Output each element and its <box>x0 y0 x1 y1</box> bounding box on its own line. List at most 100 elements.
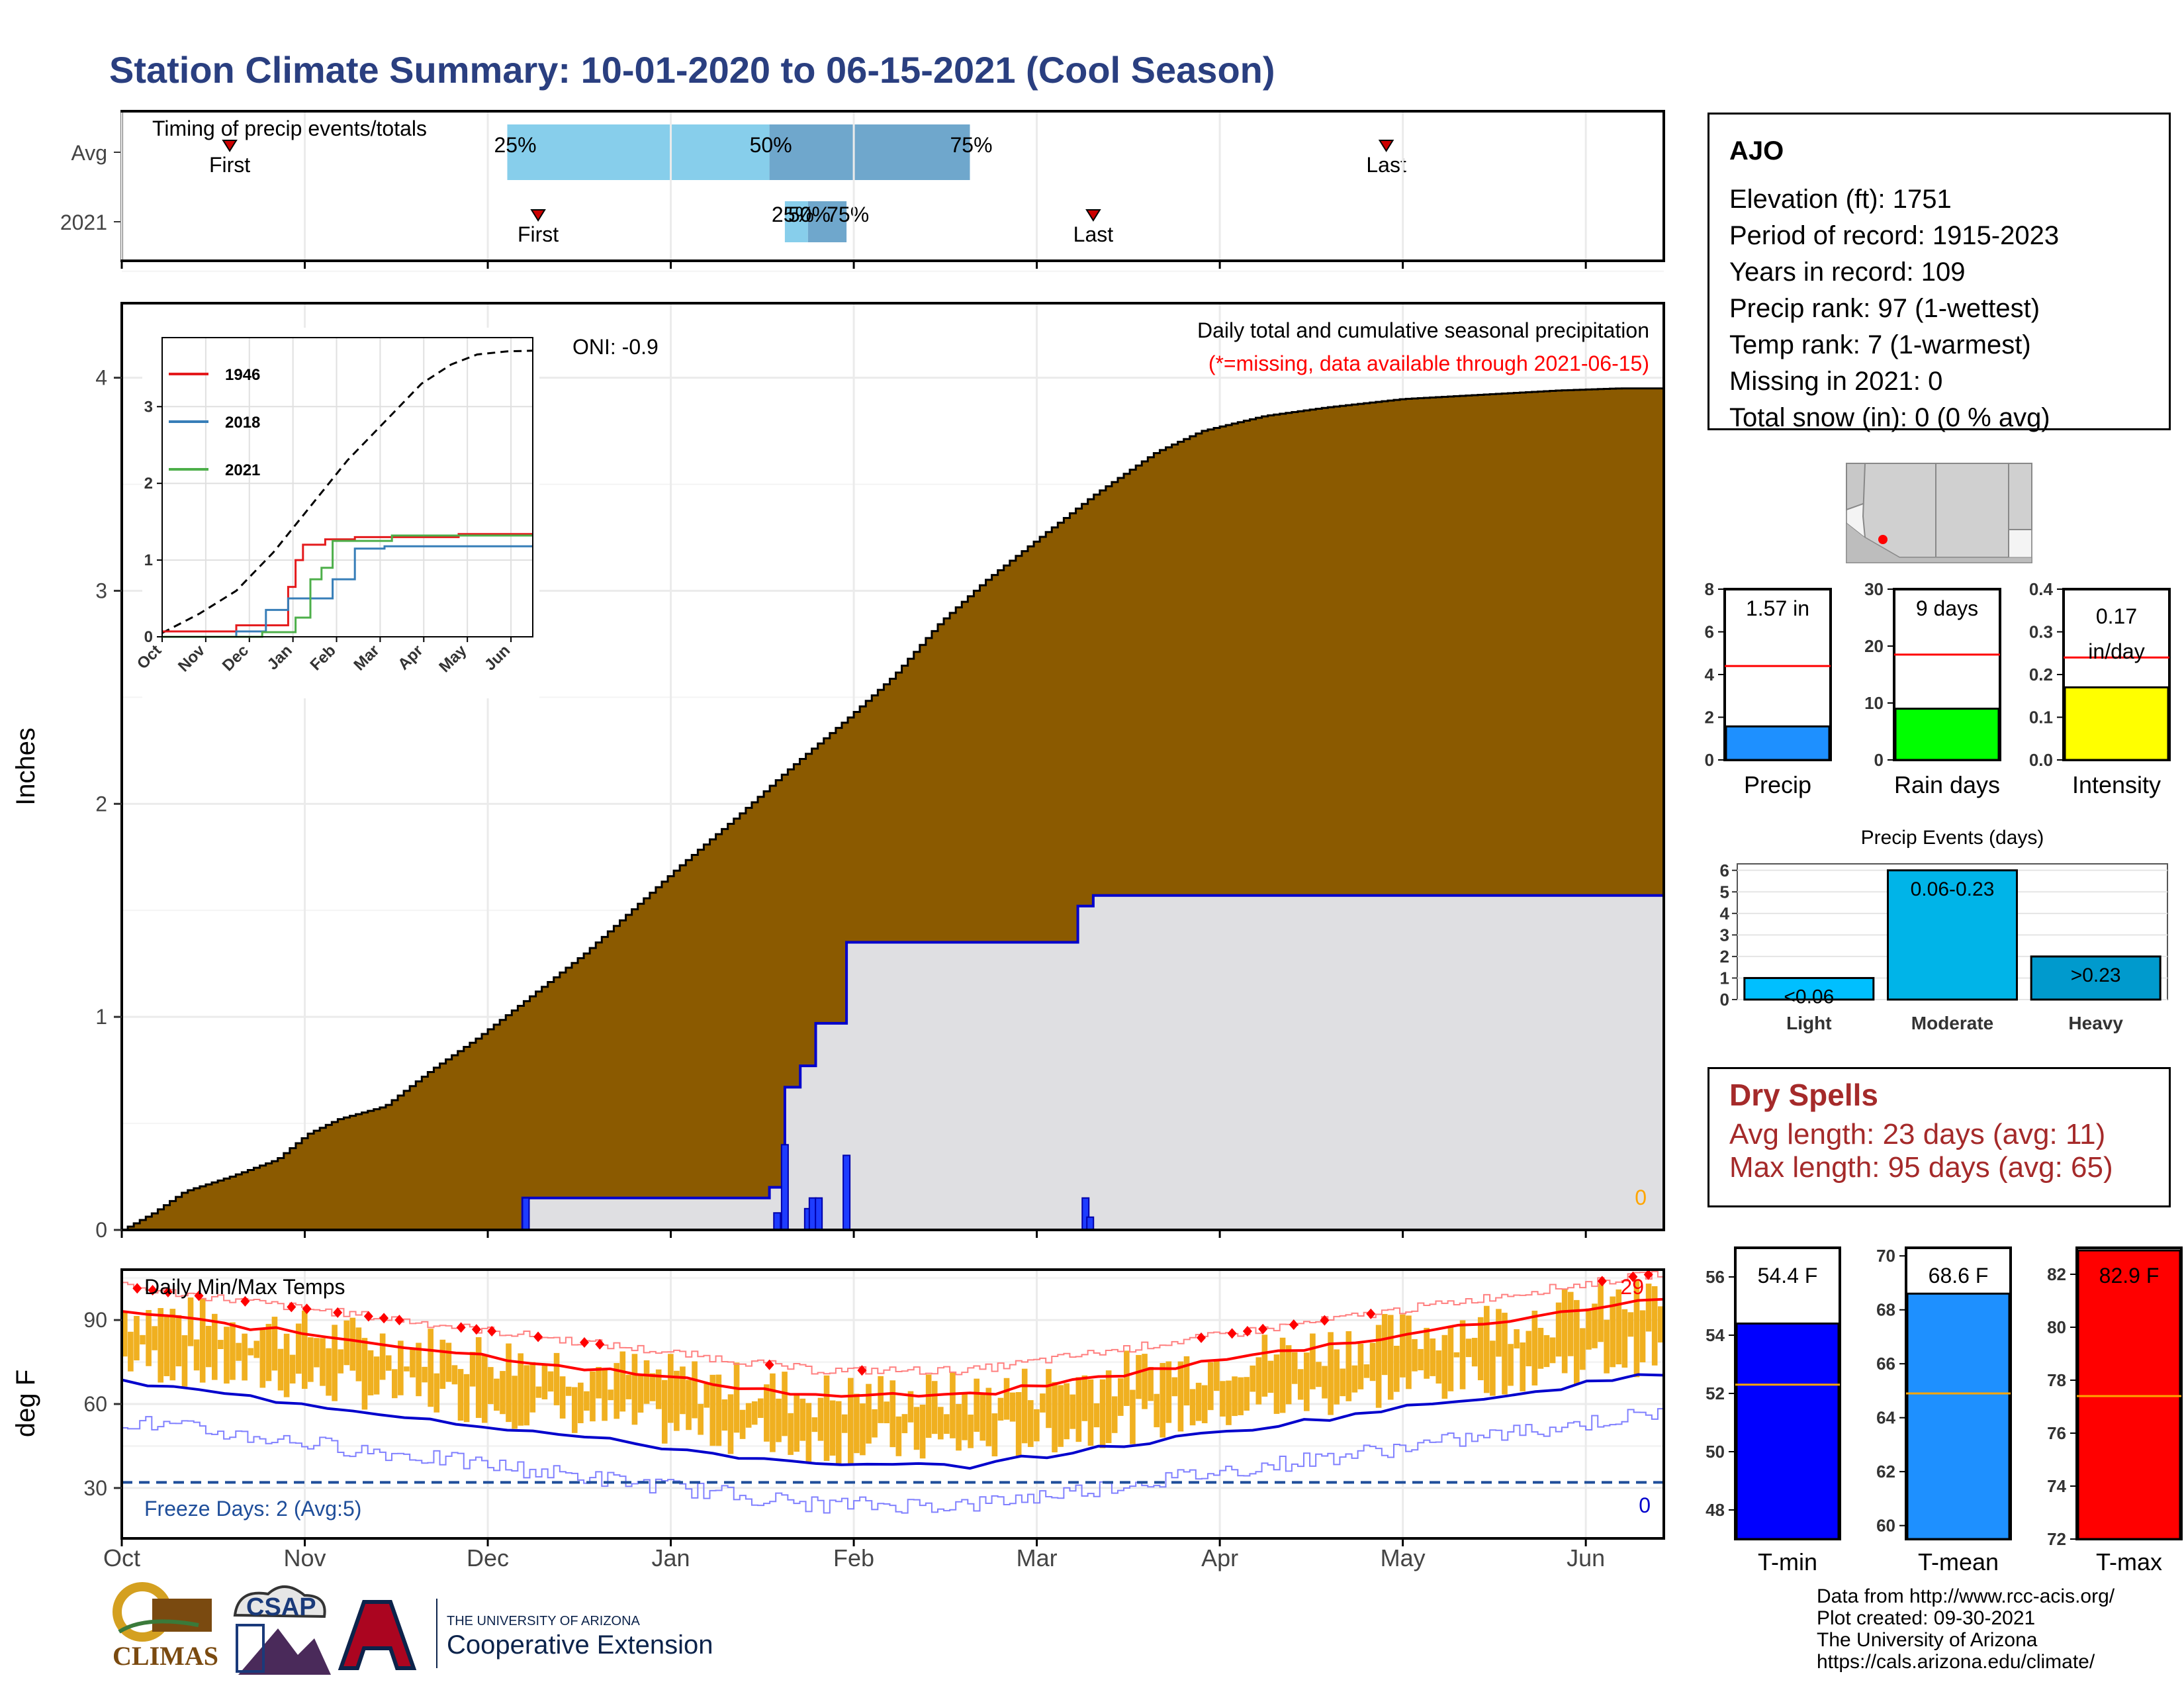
daily-temp-bar <box>817 1397 824 1441</box>
daily-temp-bar <box>733 1362 740 1433</box>
daily-temp-bar <box>1177 1361 1184 1432</box>
daily-temp-bar <box>758 1398 764 1419</box>
daily-temp-bar <box>1304 1352 1310 1411</box>
record-high-marker <box>333 1307 343 1318</box>
month-label: Oct <box>103 1544 140 1571</box>
daily-temp-bar <box>236 1342 242 1361</box>
record-high-marker <box>487 1326 497 1337</box>
daily-temp-bar <box>625 1374 632 1399</box>
daily-temp-bar <box>361 1338 368 1410</box>
daily-temp-bar <box>1580 1328 1586 1370</box>
daily-temp-bar <box>596 1367 602 1399</box>
daily-temp-bar <box>1592 1303 1598 1348</box>
daily-temp-bar <box>332 1325 338 1401</box>
daily-temp-bar <box>320 1338 326 1386</box>
daily-temp-bar <box>248 1348 254 1356</box>
timing-last-label-1: Last <box>1073 222 1114 246</box>
daily-temp-bar <box>764 1384 770 1442</box>
daily-temp-bar <box>277 1348 284 1391</box>
daily-temp-bar <box>1567 1291 1574 1356</box>
daily-temp-bar <box>571 1387 578 1433</box>
daily-temp-bar <box>1465 1338 1472 1358</box>
daily-temp-bar <box>140 1335 146 1344</box>
precip-events-bar-light <box>1743 976 1875 1001</box>
daily-temp-bar <box>1111 1396 1118 1433</box>
main-precip-chart: 0 1 2 3 4 Inches Daily total and cumulative … <box>11 270 1665 1242</box>
daily-temp-bar <box>811 1417 818 1432</box>
inset-frame <box>161 337 533 637</box>
daily-temp-bar <box>463 1374 470 1423</box>
record-low-count: 0 <box>1639 1493 1651 1517</box>
map-texas <box>2008 463 2032 530</box>
daily-precip-bar <box>1086 1216 1095 1231</box>
daily-temp-bar <box>1261 1335 1268 1397</box>
daily-temp-bar <box>445 1342 452 1382</box>
daily-temp-bar <box>1471 1338 1478 1367</box>
precip-events-tick-label: 6 <box>1720 861 1729 880</box>
logos: CLIMAS CSAP THE UNIVERSITY OF ARIZONA Co… <box>113 1582 713 1675</box>
month-label: Dec <box>467 1544 509 1571</box>
daily-precip-bar <box>842 1154 851 1231</box>
daily-temp-bar <box>860 1403 866 1456</box>
temp-bar-label-1: T-mean <box>1918 1548 1999 1575</box>
daily-temp-bar <box>643 1360 650 1404</box>
daily-temp-bar <box>541 1364 548 1399</box>
daily-temp-bar <box>704 1383 710 1408</box>
record-high-marker <box>287 1301 296 1313</box>
mini-bar-value-label-1: 9 days <box>1916 596 1978 620</box>
daily-temp-bar <box>1555 1302 1562 1357</box>
daily-temp-bar <box>1645 1284 1652 1332</box>
record-high-marker <box>764 1359 774 1370</box>
daily-temp-bar <box>974 1378 980 1432</box>
current-cumulative-area <box>122 895 1664 1230</box>
daily-temp-bar <box>565 1386 572 1396</box>
mini-bar-tick-label: 0 <box>1874 750 1884 770</box>
daily-temp-bar <box>649 1373 656 1401</box>
daily-temp-bar <box>500 1371 506 1415</box>
daily-temp-bar <box>1226 1380 1232 1425</box>
month-label: Jan <box>652 1544 690 1571</box>
temp-bar-tick-label: 68 <box>1876 1300 1895 1320</box>
daily-temp-bar <box>1418 1348 1424 1371</box>
daily-temp-bar <box>692 1361 698 1419</box>
daily-temp-bar <box>338 1349 343 1374</box>
daily-temp-bar <box>404 1366 410 1372</box>
record-high-marker <box>533 1331 543 1342</box>
daily-temp-bar <box>1381 1313 1388 1376</box>
daily-temp-bar <box>512 1376 518 1429</box>
daily-temp-bar <box>776 1398 782 1442</box>
daily-temp-bar <box>1651 1286 1658 1366</box>
record-high-marker <box>1320 1315 1330 1326</box>
freeze-days-label: Freeze Days: 2 (Avg:5) <box>144 1497 361 1521</box>
daily-temp-bar <box>1273 1354 1280 1414</box>
temp-ylabel: deg F <box>11 1370 40 1437</box>
daily-temp-bar <box>1171 1377 1178 1397</box>
temp-bar-tick-label: 56 <box>1706 1267 1725 1287</box>
daily-temp-bar <box>1165 1361 1172 1423</box>
daily-temp-bar <box>242 1333 248 1381</box>
main-ytick-label: 1 <box>95 1005 107 1029</box>
mini-bar-tick-label: 0 <box>1705 750 1714 770</box>
daily-temp-bar <box>805 1403 812 1464</box>
daily-temp-bar <box>991 1413 998 1457</box>
station-years: Years in record: 109 <box>1729 258 1966 287</box>
daily-temp-bar <box>1598 1283 1604 1342</box>
precip-events-tick-label: 1 <box>1720 968 1729 988</box>
daily-temp-bar <box>553 1352 560 1405</box>
main-ytick-label: 4 <box>95 366 107 390</box>
daily-temp-bar <box>181 1335 188 1387</box>
temperature-summary-bars: 54.4 F 48 50 52 54 56 T-min 68.6 F 60 62 64 66 68 70 T… <box>1706 1246 2183 1575</box>
daily-temp-bar <box>367 1350 374 1395</box>
station-period: Period of record: 1915-2023 <box>1729 221 2060 250</box>
credits: Data from http://www.rcc-acis.org/ Plot … <box>1817 1585 2115 1673</box>
month-label: Jun <box>1567 1544 1605 1571</box>
daily-temp-bar <box>1459 1320 1466 1389</box>
mini-bar-tick-label: 4 <box>1705 665 1715 684</box>
daily-temp-bar <box>488 1367 494 1405</box>
timing-row-2021-label: 2021 <box>60 211 107 234</box>
temp-bar-tick-label: 50 <box>1706 1442 1725 1462</box>
temp-bar-tick-label: 70 <box>1876 1246 1895 1266</box>
daily-temp-bar <box>1531 1310 1538 1385</box>
record-high-marker <box>148 1285 158 1296</box>
